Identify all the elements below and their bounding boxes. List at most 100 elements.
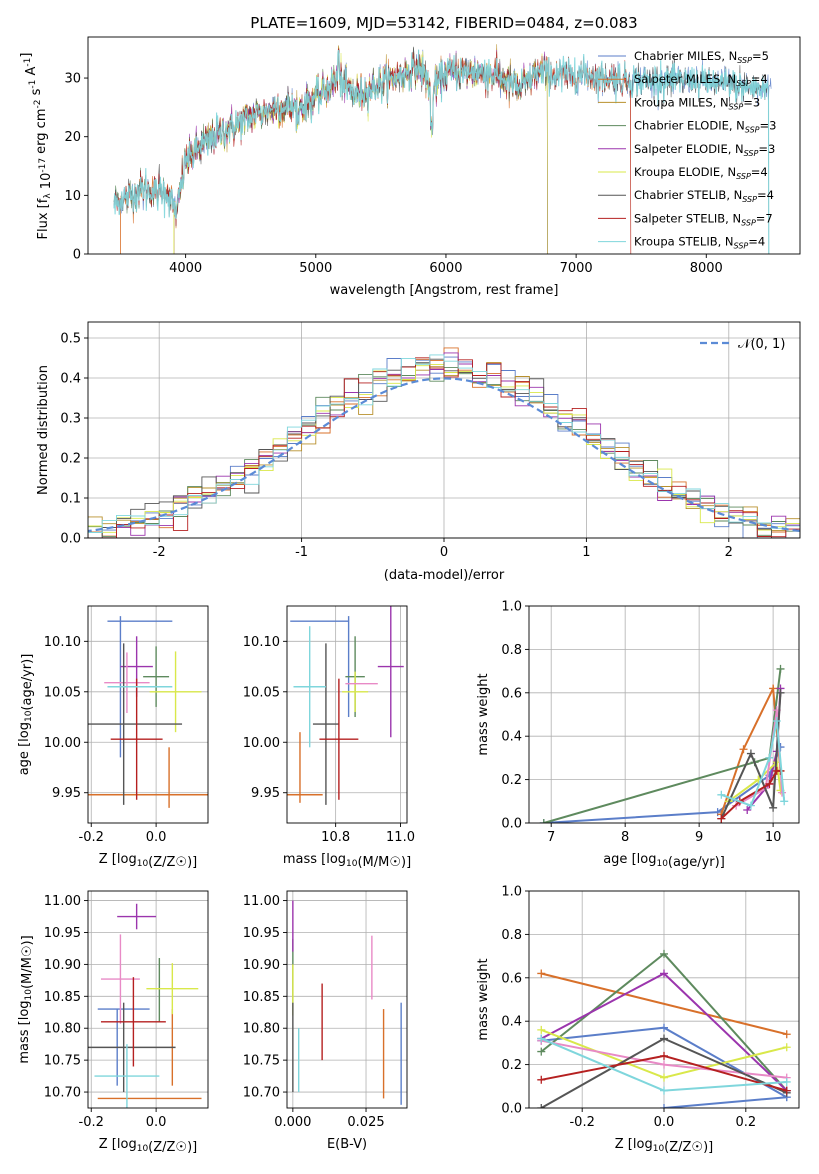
weight-series-line <box>543 668 782 823</box>
error-bar-point <box>100 977 166 1067</box>
weight-series-marker <box>776 688 785 697</box>
error-bar-point <box>117 903 157 930</box>
plot-area <box>537 949 791 1108</box>
weight-series-marker <box>539 819 548 823</box>
y-tick-label: 9.95 <box>52 786 81 801</box>
error-bar-point <box>110 678 163 800</box>
x-tick-label: 6000 <box>429 261 462 276</box>
legend-entry: Chabrier STELIB, NSSP=4 <box>634 188 774 204</box>
plot-area <box>88 616 208 808</box>
x-axis-label: (data-model)/error <box>384 568 505 583</box>
residual-histogram-panel: -2 -1 0 1 2 0.0 0.1 0.2 0.3 0.4 0.5 𝒩(0, 1) (data-mo… <box>36 321 801 583</box>
y-tick-label: 10.90 <box>243 958 280 973</box>
chart-title: PLATE=1609, MJD=53142, FIBERID=0484, z=0… <box>250 14 637 32</box>
weight-series-marker <box>782 1043 791 1052</box>
y-tick-label: 10.85 <box>44 990 81 1005</box>
plot-area <box>113 44 772 254</box>
y-tick-label: 11.00 <box>243 894 280 909</box>
x-tick-label: -0.2 <box>79 1115 104 1130</box>
y-tick-label: 0.1 <box>60 492 81 507</box>
weight-series-marker <box>537 1104 546 1108</box>
weight-series-marker <box>739 745 748 754</box>
weight-series <box>537 1034 791 1095</box>
weight-series-marker <box>777 788 786 797</box>
y-tick-label: 10.10 <box>243 635 280 650</box>
y-tick-label: 10.95 <box>44 926 81 941</box>
y-tick-label: 11.00 <box>44 894 81 909</box>
weight-series-marker <box>772 717 781 726</box>
weight-series-marker <box>660 949 668 958</box>
weight-series-line <box>663 1096 787 1108</box>
spectrum-panel: 4000 5000 6000 7000 8000 0 10 20 30 PLATE=1609, M… <box>19 14 801 298</box>
x-tick-label: 7000 <box>560 261 593 276</box>
x-tick-label: 0.0 <box>146 830 167 845</box>
y-tick-label: 10.95 <box>243 926 280 941</box>
x-tick-label: -2 <box>153 545 166 560</box>
y-tick-label: 10.80 <box>44 1022 81 1037</box>
error-bar-point <box>149 651 202 733</box>
y-tick-label: 0.6 <box>501 686 522 701</box>
x-tick-label: 1 <box>582 545 590 560</box>
weight-series-line <box>541 972 787 1036</box>
weight-series-marker <box>660 969 668 978</box>
axes-frame <box>286 605 408 824</box>
y-axis-label: mass [log10(M/M☉)] <box>17 935 35 1063</box>
y-tick-label: 20 <box>64 130 81 145</box>
y-tick-label: 10 <box>64 189 81 204</box>
x-axis-label: wavelength [Angstrom, rest frame] <box>330 283 559 298</box>
weight-series-marker <box>769 803 778 812</box>
histogram-series-step <box>88 357 800 538</box>
y-tick-label: 0.5 <box>60 332 81 347</box>
age-vs-metallicity-panel: -0.2 0.0 9.95 10.00 10.05 10.10 Z [log10(Z/Z☉)… <box>17 605 209 870</box>
weight-series-marker <box>660 1104 668 1108</box>
y-axis-label: age [log10(age/yr)] <box>17 654 35 776</box>
x-tick-label: -0.2 <box>569 1115 594 1130</box>
weight-series-marker <box>537 1025 546 1034</box>
weight-series-marker <box>776 664 785 673</box>
legend-entry: Salpeter MILES, NSSP=4 <box>634 72 768 88</box>
weight-series-marker <box>660 1086 668 1095</box>
weight-series-line <box>720 692 782 820</box>
x-tick-label: 10.8 <box>321 830 350 845</box>
histogram-series-step <box>88 352 800 538</box>
y-tick-label: 10.70 <box>243 1086 280 1101</box>
error-bar-point <box>104 652 150 713</box>
legend-entry: Chabrier ELODIE, NSSP=3 <box>634 119 776 135</box>
y-tick-label: 0.6 <box>501 971 522 986</box>
y-tick-label: 0.8 <box>501 643 522 658</box>
weight-series-marker <box>782 1077 791 1086</box>
error-bar-point <box>312 643 339 805</box>
legend-entry: Chabrier MILES, NSSP=5 <box>634 49 769 65</box>
y-axis-label: Flux [fλ 10-17 erg cm-2 s-1 A-1] <box>19 53 54 240</box>
weight-series-marker <box>660 1073 668 1082</box>
axes-frame <box>87 605 209 824</box>
x-tick-label: 9 <box>695 830 703 845</box>
x-tick-label: 0 <box>440 545 448 560</box>
weight-series-marker <box>746 801 755 810</box>
legend-entry: Kroupa ELODIE, NSSP=4 <box>634 165 768 181</box>
y-tick-label: 10.75 <box>243 1054 280 1069</box>
x-tick-label: 8000 <box>690 261 723 276</box>
x-tick-label: 0.2 <box>735 1115 756 1130</box>
weight-series <box>537 969 791 1039</box>
error-bar-point <box>342 671 369 712</box>
weight-series-marker <box>660 1060 668 1069</box>
y-tick-label: 9.95 <box>251 786 280 801</box>
error-bar-point <box>319 678 359 800</box>
histogram-series-step <box>88 354 800 534</box>
weight-series-marker <box>537 1075 546 1084</box>
y-tick-label: 10.70 <box>44 1086 81 1101</box>
y-tick-label: 10.80 <box>243 1022 280 1037</box>
y-tick-label: 10.90 <box>44 958 81 973</box>
weight-series <box>717 717 789 810</box>
normal-curve <box>88 377 800 533</box>
weight-series <box>539 664 785 823</box>
weight-series-line <box>543 746 782 823</box>
y-tick-label: 10.10 <box>44 635 81 650</box>
y-tick-label: 1.0 <box>501 885 522 900</box>
age-vs-mass-panel: 10.8 11.0 9.95 10.00 10.05 10.10 mass [log10(M… <box>243 605 415 870</box>
y-tick-label: 0 <box>73 248 81 263</box>
legend-normal-label: 𝒩(0, 1) <box>738 337 785 352</box>
weight-series <box>537 1025 791 1082</box>
